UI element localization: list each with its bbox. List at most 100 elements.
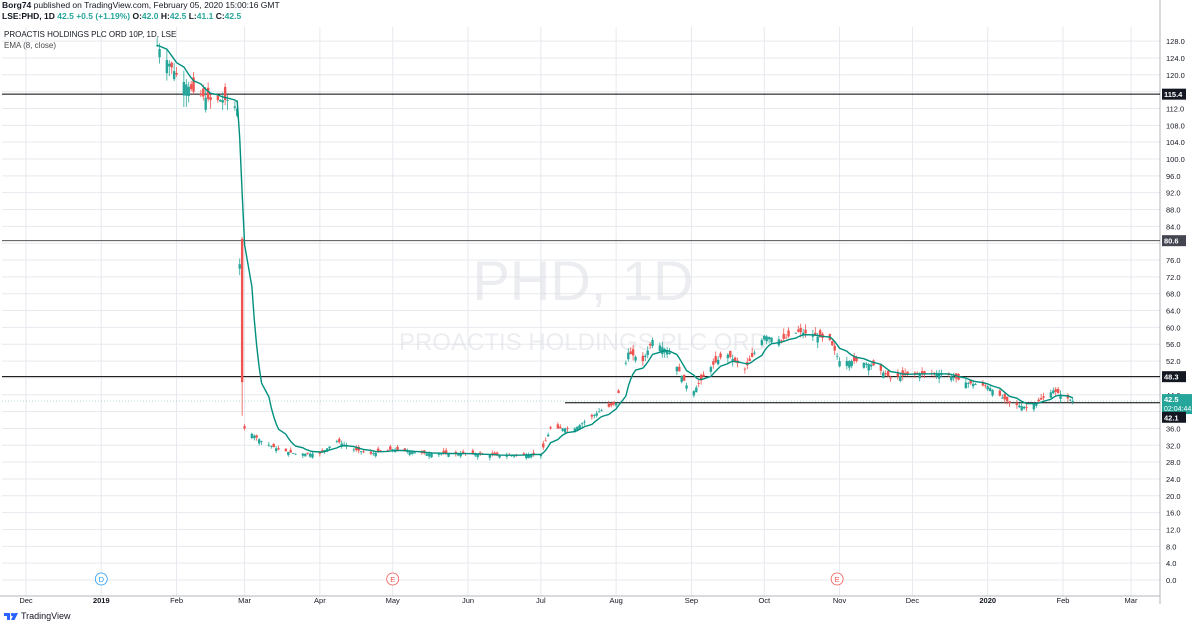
high-label: H: (160, 11, 170, 21)
candle-body (352, 449, 356, 451)
candle-body (175, 72, 178, 75)
candle-body (709, 367, 713, 372)
open-value: 42.0 (141, 11, 159, 21)
candle-body (321, 450, 324, 452)
y-tick-label: 16.0 (1166, 509, 1181, 518)
candle-body (682, 374, 686, 381)
candle-body (964, 382, 968, 389)
candle-body (901, 370, 904, 376)
candle-body (425, 453, 428, 456)
candle-body (882, 372, 885, 378)
candle-body (726, 354, 730, 359)
candle-body (192, 77, 195, 92)
footer-brand[interactable]: TradingView (4, 611, 71, 621)
y-tick-label: 60.0 (1166, 323, 1181, 332)
candle-body (889, 377, 892, 379)
candle-body (845, 361, 849, 366)
candle-body (243, 426, 246, 429)
candle-body (522, 453, 526, 455)
candle-body (355, 447, 358, 451)
candle-body (1042, 396, 1045, 398)
candle-body (294, 453, 297, 455)
candle-body (607, 403, 611, 407)
candle-body (529, 454, 533, 458)
candle-body (168, 63, 171, 67)
candle-body (782, 333, 785, 339)
candle-body (559, 426, 562, 429)
y-tick-label: 28.0 (1166, 458, 1181, 467)
candle-body (855, 357, 858, 362)
candle-body (675, 366, 679, 372)
candle-body (1018, 405, 1021, 408)
y-tick-label: 12.0 (1166, 525, 1181, 534)
published-info: published on TradingView.com, February 0… (33, 0, 280, 10)
candle-body (376, 448, 380, 453)
candle-body (658, 345, 662, 352)
candle-body (665, 350, 669, 355)
candle-body (748, 358, 751, 362)
candle-body (240, 238, 244, 383)
candle-body (716, 359, 720, 365)
candle-body (474, 454, 477, 456)
last-price-tag-bg (1162, 394, 1192, 415)
candle-body (869, 364, 873, 367)
candle-body (952, 377, 955, 379)
indicator-label[interactable]: EMA (8, close) (4, 41, 57, 50)
candle-body (301, 453, 305, 456)
candle-body (733, 357, 737, 362)
candle-body (804, 329, 807, 334)
candle-body (916, 372, 919, 374)
grid (2, 27, 1160, 596)
candle-body (444, 450, 448, 454)
candle-body (165, 60, 169, 74)
candle-body (597, 411, 601, 413)
candle-body (209, 97, 212, 101)
candle-body (561, 428, 564, 431)
candle-body (595, 413, 598, 416)
y-tick-label: 72.0 (1166, 273, 1181, 282)
tradingview-logo-icon (4, 612, 18, 620)
candle-body (899, 376, 902, 381)
candle-body (1015, 403, 1019, 405)
level-label-bg (1162, 235, 1186, 247)
x-tick-label: Sep (685, 596, 698, 605)
candle-body (794, 332, 798, 334)
candle-body (765, 336, 768, 342)
y-tick-label: 104.0 (1166, 138, 1185, 147)
candle-body (391, 449, 394, 451)
event-marker-icon (94, 572, 108, 586)
candle-body (583, 421, 586, 423)
y-tick-label: 0.0 (1166, 576, 1176, 585)
y-tick-label: 4.0 (1166, 559, 1176, 568)
y-tick-label: 100.0 (1166, 155, 1185, 164)
candle-body (250, 433, 254, 439)
event-marker-letter: E (390, 575, 395, 584)
candle-body (906, 371, 909, 375)
candle-body (685, 385, 688, 389)
y-tick-label: 20.0 (1166, 492, 1181, 501)
symbol-label: LSE:PHD, 1D (2, 11, 55, 21)
candle-body (304, 453, 307, 457)
candle-body (884, 373, 887, 375)
candle-body (801, 332, 805, 335)
candle-body (226, 100, 229, 101)
candle-body (967, 382, 970, 384)
candle-body (1069, 399, 1072, 401)
candle-body (1008, 401, 1011, 404)
y-tick-label: 32.0 (1166, 441, 1181, 450)
level-label: 115.4 (1164, 90, 1183, 99)
candle-body (255, 435, 258, 438)
candle-body (459, 453, 462, 457)
candle-body (495, 452, 499, 456)
y-tick-label: 88.0 (1166, 206, 1181, 215)
y-tick-label: 24.0 (1166, 475, 1181, 484)
author-name[interactable]: Borg74 (2, 0, 32, 10)
candle-body (811, 335, 815, 337)
candle-body (219, 100, 222, 102)
candle-body (1052, 390, 1055, 394)
candle-body (257, 439, 261, 444)
candle-body (488, 455, 492, 458)
candle-body (1037, 399, 1040, 402)
candle-body (838, 361, 841, 367)
